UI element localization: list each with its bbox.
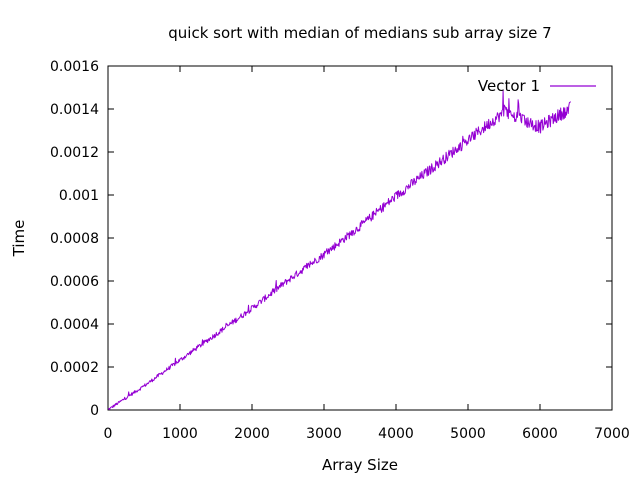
- x-tick-label: 6000: [522, 426, 558, 442]
- y-tick-label: 0.0006: [50, 274, 99, 290]
- x-tick-label: 0: [104, 426, 113, 442]
- y-tick-label: 0.0014: [50, 102, 99, 118]
- x-tick-label: 4000: [378, 426, 414, 442]
- y-tick-label: 0: [90, 403, 99, 419]
- series-layer: [107, 89, 571, 410]
- y-tick-label: 0.0008: [50, 231, 99, 247]
- x-tick-label: 5000: [450, 426, 486, 442]
- chart-title: quick sort with median of medians sub ar…: [168, 24, 551, 42]
- y-tick-label: 0.0004: [50, 317, 99, 333]
- x-tick-label: 1000: [162, 426, 198, 442]
- legend-label: Vector 1: [478, 77, 540, 95]
- x-tick-label: 2000: [234, 426, 270, 442]
- y-tick-label: 0.0012: [50, 145, 99, 161]
- x-axis-label: Array Size: [322, 456, 398, 474]
- x-tick-label: 3000: [306, 426, 342, 442]
- y-axis: 0 0.0002 0.0004 0.0006 0.0008 0.001 0.0012 0.00…: [50, 59, 612, 419]
- x-axis: 0 1000 2000 3000 4000 5000 6000 7000: [104, 66, 630, 442]
- y-tick-label: 0.0016: [50, 59, 99, 75]
- y-tick-label: 0.0002: [50, 360, 99, 376]
- y-tick-label: 0.001: [59, 188, 99, 204]
- y-axis-label: Time: [10, 220, 28, 258]
- legend: Vector 1: [478, 77, 596, 95]
- x-tick-label: 7000: [594, 426, 630, 442]
- series-line-vector-1: [107, 89, 571, 410]
